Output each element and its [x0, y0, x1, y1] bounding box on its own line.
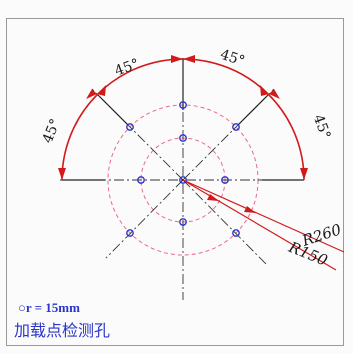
diagonal-line-upper-left — [91, 88, 184, 181]
angle-label-left-side: 45° — [40, 117, 64, 146]
arc-arrow-right-bottom — [300, 168, 308, 180]
arc-arrow-upper-right-b — [269, 89, 280, 99]
arc-arrow-top-right — [183, 55, 195, 63]
legend-title: 加载点检测孔 — [14, 321, 110, 340]
arc-arrow-upper-left-b — [86, 89, 97, 99]
hole-outer-lower-left — [126, 229, 134, 237]
angle-label-upper-left: 45° — [113, 56, 142, 80]
hole-outer-upper-left — [126, 123, 134, 131]
radial-tick-upper-left — [96, 93, 129, 126]
hole-inner-top — [179, 134, 187, 142]
r260-leader — [182, 179, 345, 253]
radial-tick-upper-right — [237, 93, 270, 126]
diagonal-line-upper-right — [182, 88, 275, 181]
hole-outer-top — [179, 101, 187, 109]
hole-inner-right — [221, 176, 229, 184]
arc-arrow-upper-left-a — [97, 85, 106, 96]
angle-label-right-side: 45° — [310, 113, 334, 142]
loading-holes — [126, 101, 240, 237]
arc-arrow-left-bottom — [58, 168, 66, 180]
hole-center — [179, 176, 187, 184]
hole-radius-caption: ○r = 15mm — [18, 300, 80, 315]
angle-label-upper-right: 45° — [218, 47, 247, 70]
r260-arrow — [244, 206, 256, 213]
diagram-frame — [6, 18, 344, 346]
arc-arrow-top-left — [171, 55, 183, 63]
hole-inner-bottom — [179, 218, 187, 226]
arc-arrow-upper-right-a — [260, 85, 269, 96]
diagonal-line-lower-left — [105, 179, 184, 259]
hole-outer-upper-right — [232, 123, 240, 131]
r150-leader — [182, 179, 337, 271]
hole-inner-left — [137, 176, 145, 184]
r150-arrow — [207, 194, 219, 201]
hole-outer-lower-right — [232, 229, 240, 237]
diagonal-line-lower-right — [182, 179, 269, 267]
